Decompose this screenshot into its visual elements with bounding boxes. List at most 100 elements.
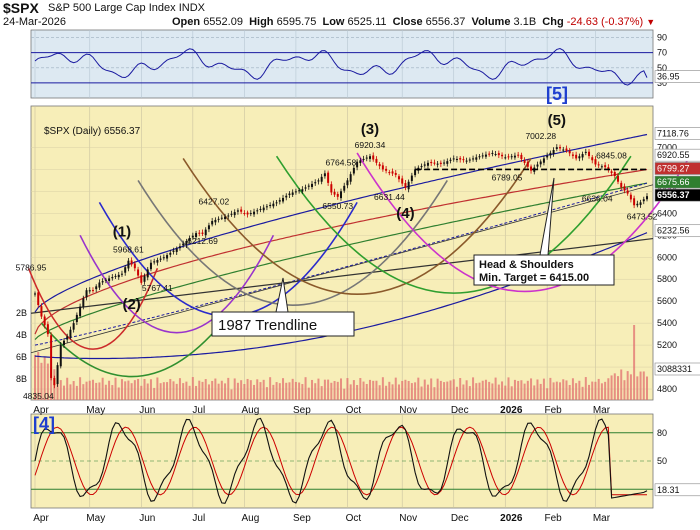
volume-bar [375, 380, 378, 400]
volume-bar [391, 384, 394, 400]
candle-body [95, 286, 98, 290]
price-y-tick: 5200 [657, 340, 677, 350]
candle-body [610, 171, 613, 174]
volume-bar [172, 381, 175, 400]
volume-bar [617, 376, 620, 400]
candle-body [101, 281, 104, 283]
volume-bar [588, 384, 591, 400]
volume-bar [233, 378, 236, 400]
volume-bar [494, 377, 497, 400]
volume-bar [639, 371, 642, 400]
volume-bar [510, 386, 513, 400]
x-tick-label: Mar [593, 405, 611, 416]
candle-body [559, 147, 562, 149]
candle-body [443, 162, 446, 164]
candle-body [584, 151, 587, 153]
candle-body [56, 365, 59, 385]
candle-body [34, 293, 36, 295]
elliott-wave-label: (2) [122, 296, 140, 313]
candle-body [233, 212, 236, 216]
volume-value: 3.1B [513, 16, 537, 28]
price-point-label: 6427.02 [199, 196, 230, 206]
volume-bar [146, 383, 149, 400]
candle-body [646, 196, 648, 200]
x-tick-label: Jun [139, 513, 155, 524]
volume-bar [349, 384, 352, 400]
candle-body [636, 203, 639, 206]
volume-bar [491, 383, 494, 400]
volume-bar [449, 380, 452, 400]
volume-bar [446, 381, 449, 400]
price-axis-tag: 6920.55 [657, 150, 690, 160]
candle-body [166, 255, 169, 259]
candle-body [75, 314, 78, 323]
volume-bar [69, 384, 72, 400]
candle-body [169, 252, 172, 255]
volume-bar [217, 383, 220, 400]
candle-body [620, 182, 623, 188]
rsi-last-value: 36.95 [657, 72, 680, 82]
volume-bar [108, 380, 111, 400]
candle-body [507, 156, 510, 158]
candle-body [504, 157, 507, 159]
volume-bar [517, 380, 520, 400]
x-tick-label: May [86, 405, 105, 416]
volume-y-tick: 4B [16, 330, 27, 340]
volume-bar [82, 384, 85, 400]
candle-body [591, 157, 594, 161]
volume-bar [269, 377, 272, 400]
candle-body [430, 161, 433, 164]
candle-body [436, 163, 439, 165]
candle-body [568, 150, 571, 154]
volume-bar [359, 378, 362, 400]
candle-body [513, 155, 516, 158]
volume-bar [314, 383, 317, 400]
volume-bar [133, 380, 136, 400]
volume-bar [220, 380, 223, 400]
price-axis-tag: 6556.37 [657, 190, 690, 200]
stoch-last-value-box [654, 483, 700, 497]
volume-bar [397, 384, 400, 400]
volume-last-value: 3088331 [657, 364, 692, 374]
volume-bar [604, 381, 607, 400]
candle-body [85, 290, 88, 298]
volume-bar [307, 387, 310, 400]
candle-body [459, 158, 462, 160]
volume-bar [256, 379, 259, 400]
volume-bar [143, 378, 146, 400]
volume-bar [426, 384, 429, 400]
candle-body [356, 161, 359, 168]
hs-callout-line1: Head & Shoulders [479, 259, 574, 271]
volume-bar [169, 378, 172, 400]
volume-bar [275, 382, 278, 400]
price-axis-tag: 6232.56 [657, 226, 690, 236]
volume-bar [236, 382, 239, 400]
volume-bar [578, 380, 581, 400]
candle-body [462, 159, 465, 161]
candle-body [368, 156, 371, 159]
volume-bar [546, 388, 549, 400]
price-axis-tag-box [654, 162, 700, 175]
candle-body [88, 290, 91, 292]
volume-bar [394, 377, 397, 400]
volume-bar [472, 377, 475, 400]
x-tick-label: Mar [593, 513, 611, 524]
x-tick-label: Apr [33, 513, 49, 524]
price-point-label: 5968.61 [113, 245, 144, 255]
candle-body [108, 278, 111, 281]
volume-bar [542, 378, 545, 400]
volume-bar [571, 378, 574, 400]
volume-bar [140, 385, 143, 400]
candle-body [372, 155, 375, 160]
volume-bar [636, 376, 639, 400]
elliott-wave-label: (3) [361, 121, 379, 138]
volume-bar [149, 379, 152, 400]
candle-body [285, 195, 288, 198]
volume-bar [610, 375, 613, 400]
volume-bar [475, 383, 478, 400]
price-point-label: 4835.04 [23, 391, 54, 401]
volume-bar [304, 377, 307, 400]
x-tick-label: Nov [399, 405, 417, 416]
candle-body [156, 260, 159, 263]
low-value: 6525.11 [347, 16, 387, 28]
